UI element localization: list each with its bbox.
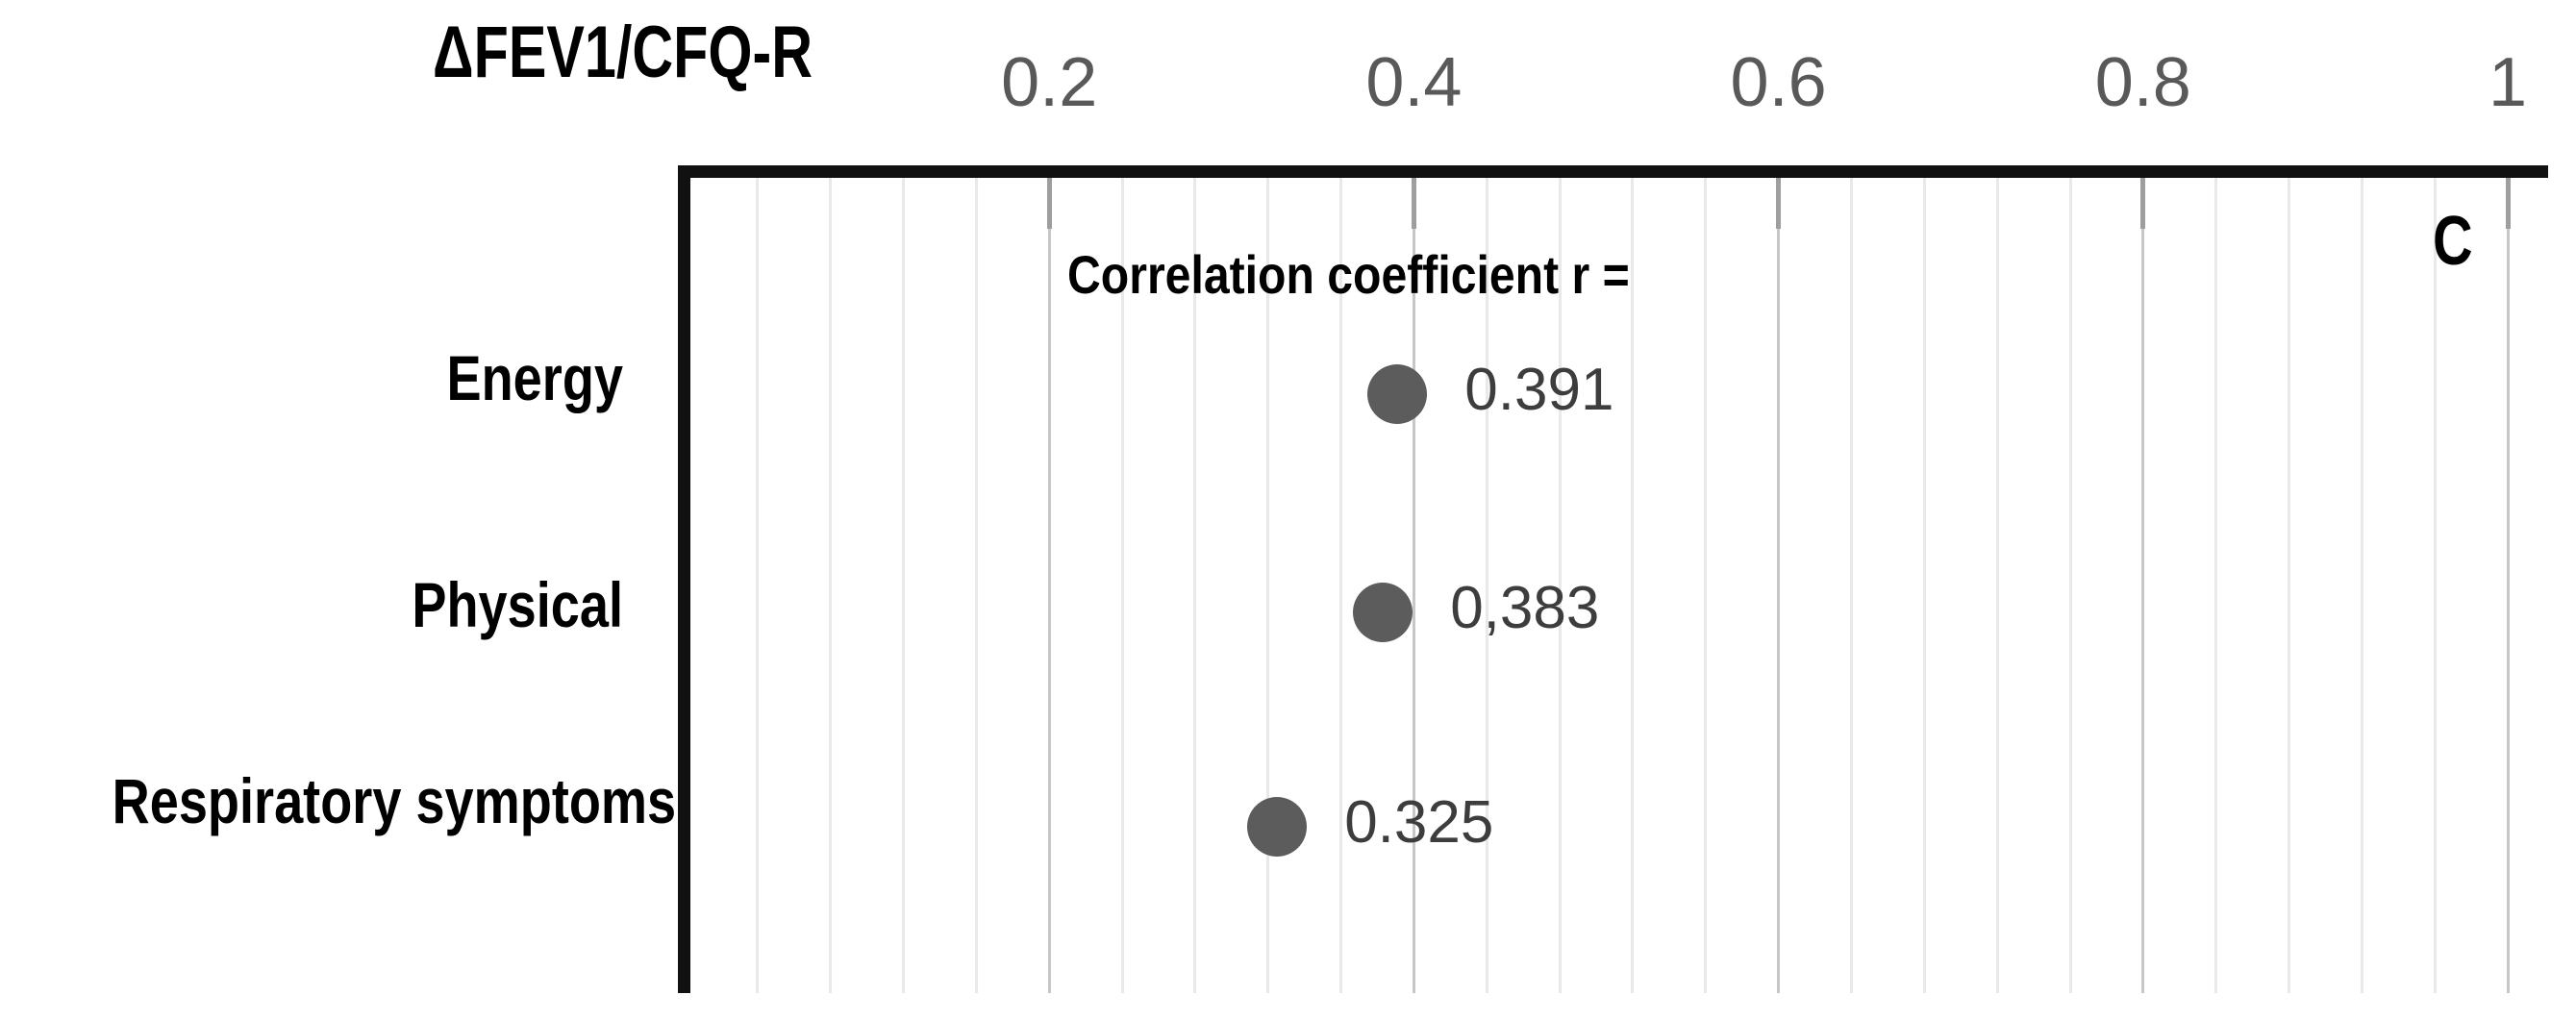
minor-gridline — [974, 178, 978, 993]
minor-gridline — [2288, 178, 2290, 993]
axis-tick-mark — [1776, 178, 1782, 229]
major-gridline — [2506, 178, 2510, 993]
axis-tick-mark — [2505, 178, 2511, 229]
category-label: Physical — [412, 569, 623, 640]
data-point-dot — [1353, 583, 1413, 642]
minor-gridline — [2360, 178, 2363, 993]
minor-gridline — [2433, 178, 2437, 993]
major-gridline — [1777, 178, 1781, 993]
major-gridline — [2141, 178, 2145, 993]
minor-gridline — [1631, 178, 1635, 993]
left-axis-line — [678, 165, 690, 993]
minor-gridline — [1120, 178, 1124, 993]
x-tick-label: 0.6 — [1730, 44, 1827, 121]
minor-gridline — [1339, 178, 1343, 993]
panel-label: C — [2433, 203, 2473, 280]
category-label: Respiratory symptoms — [112, 765, 677, 836]
data-point-dot — [1247, 797, 1308, 857]
minor-gridline — [1485, 178, 1488, 993]
minor-gridline — [829, 178, 833, 993]
x-tick-label: 0.4 — [1365, 44, 1463, 121]
annotation-correlation-coefficient: Correlation coefficient r = — [1067, 244, 1630, 305]
minor-gridline — [2214, 178, 2218, 993]
minor-gridline — [1558, 178, 1562, 993]
minor-gridline — [1922, 178, 1926, 993]
minor-gridline — [1193, 178, 1197, 993]
minor-gridline — [902, 178, 905, 993]
data-point-value-label: 0,383 — [1450, 575, 1600, 641]
x-tick-label: 0.2 — [1001, 44, 1098, 121]
minor-gridline — [1704, 178, 1708, 993]
data-point-value-label: 0.391 — [1464, 357, 1614, 423]
category-label: Energy — [446, 342, 623, 413]
minor-gridline — [1995, 178, 1999, 993]
minor-gridline — [756, 178, 760, 993]
axis-tick-mark — [1046, 178, 1052, 229]
axis-tick-mark — [1411, 178, 1416, 229]
x-tick-label: 1 — [2488, 44, 2528, 121]
major-gridline — [1412, 178, 1415, 993]
data-point-value-label: 0.325 — [1344, 789, 1494, 856]
major-gridline — [1047, 178, 1051, 993]
data-point-dot — [1367, 364, 1428, 424]
minor-gridline — [2068, 178, 2072, 993]
minor-gridline — [1849, 178, 1853, 993]
x-tick-label: 0.8 — [2094, 44, 2191, 121]
axis-tick-mark — [2140, 178, 2146, 229]
top-axis-line — [678, 165, 2548, 178]
minor-gridline — [1266, 178, 1270, 993]
chart-title: ΔFEV1/CFQ-R — [433, 12, 813, 93]
